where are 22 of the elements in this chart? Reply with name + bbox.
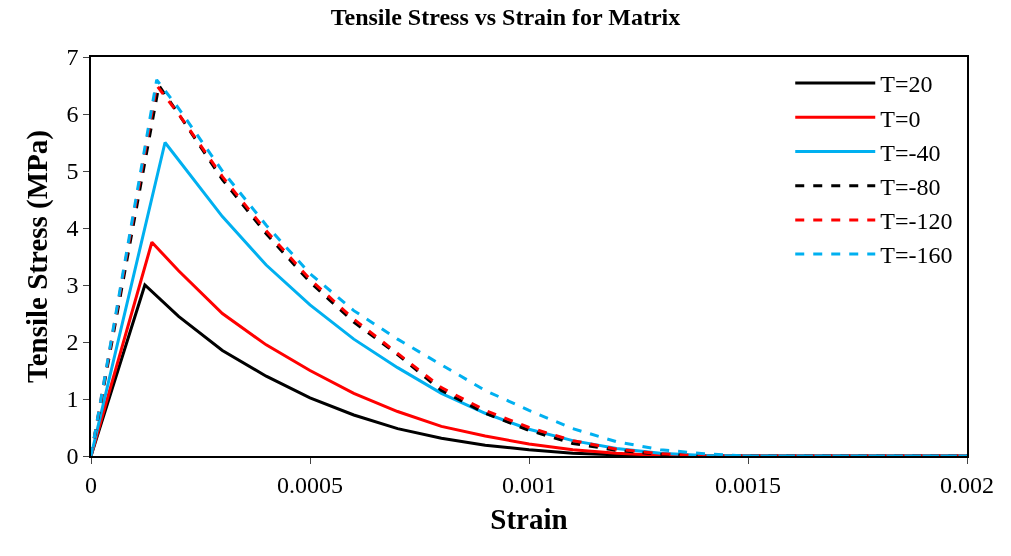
x-tick-label: 0 — [85, 471, 97, 498]
legend-label: T=-40 — [880, 139, 941, 166]
x-tick-label: 0.0015 — [715, 471, 781, 498]
legend-label: T=-120 — [880, 208, 953, 235]
legend-label: T=-80 — [880, 174, 941, 201]
legend-label: T=0 — [880, 105, 921, 132]
y-tick-label: 6 — [66, 101, 79, 128]
y-tick-label: 1 — [66, 386, 79, 413]
y-tick-label: 7 — [66, 44, 79, 71]
x-tick-label: 0.001 — [502, 471, 556, 498]
y-tick-label: 3 — [66, 272, 79, 299]
legend-label: T=-160 — [880, 242, 953, 269]
x-tick-label: 0.0005 — [277, 471, 343, 498]
y-tick-label: 4 — [66, 215, 79, 242]
y-axis-title: Tensile Stress (MPa) — [21, 130, 55, 383]
y-tick-label: 2 — [66, 329, 79, 356]
legend-label: T=20 — [880, 71, 933, 98]
x-tick-label: 0.002 — [940, 471, 994, 498]
y-tick-label: 5 — [66, 158, 79, 185]
y-tick-label: 0 — [66, 443, 79, 470]
chart-title: Tensile Stress vs Strain for Matrix — [330, 4, 681, 31]
x-axis-title: Strain — [490, 502, 568, 535]
